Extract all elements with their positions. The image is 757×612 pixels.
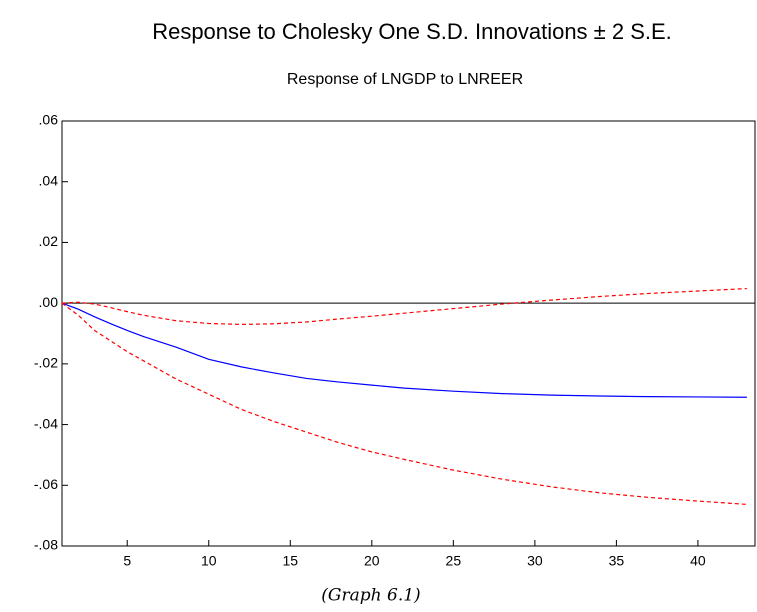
x-tick-label: 30 [527, 553, 543, 569]
y-tick-label: .00 [39, 294, 59, 310]
chart-subtitle: Response of LNGDP to LNREER [287, 71, 523, 88]
x-tick-label: 5 [123, 553, 131, 569]
series-line [61, 302, 747, 506]
plot-frame [61, 120, 756, 547]
x-tick-label: 15 [282, 553, 298, 569]
caption: (Graph 6.1) [321, 586, 420, 606]
y-tick-label: .06 [39, 112, 59, 128]
series-line [61, 287, 747, 325]
y-tick-label: -.02 [34, 355, 58, 371]
y-tick-label: -.04 [34, 415, 58, 431]
series-line [61, 302, 747, 398]
y-tick-label: -.08 [34, 537, 58, 553]
x-tick-label: 40 [690, 553, 706, 569]
x-tick-label: 35 [609, 553, 625, 569]
x-tick-label: 10 [201, 553, 217, 569]
y-tick-label: .02 [39, 233, 59, 249]
chart-title: Response to Cholesky One S.D. Innovation… [152, 19, 672, 44]
y-tick-label: -.06 [34, 476, 58, 492]
x-tick-label: 25 [446, 553, 462, 569]
x-tick-label: 20 [364, 553, 380, 569]
y-tick-label: .04 [39, 172, 59, 188]
